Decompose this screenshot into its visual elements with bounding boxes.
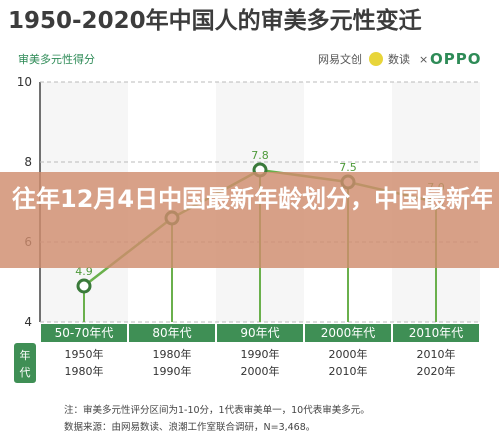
year-range-labels: 1950年 1980年 1980年 1990年 1990年 2000年 2000年 2010年…	[65, 347, 456, 378]
data-label: 7.8	[251, 149, 269, 162]
y-axis-label: 审美多元性得分	[18, 52, 95, 66]
chart-title: 1950-2020年中国人的审美多元性变迁	[8, 7, 422, 34]
year-range-end: 2010年	[329, 364, 368, 378]
category-cell	[393, 324, 479, 342]
overlay-banner: 往年12月4日中国最新年龄划分，中国最新年龄划分下的自	[0, 172, 499, 268]
year-axis-tag-char-2: 代	[20, 366, 31, 379]
year-range-start: 2000年	[329, 347, 368, 361]
category-label: 90年代	[240, 326, 279, 340]
year-range-start: 2010年	[417, 347, 456, 361]
note-source: 数据来源：由网易数读、浪潮工作室联合调研，N=3,468。	[64, 421, 315, 433]
year-range-start: 1950年	[65, 347, 104, 361]
logo-group: 网易文创 数读 × OPPO	[318, 50, 482, 68]
category-label: 80年代	[152, 326, 191, 340]
overlay-headline: 往年12月4日中国最新年龄划分，中国最新年龄划分下的自	[12, 185, 492, 213]
logo-shudu: 数读	[388, 52, 410, 66]
logo-separator: ×	[419, 53, 428, 66]
category-label: 2000年代	[321, 326, 376, 340]
logo-badge-icon	[369, 52, 383, 66]
category-cell	[305, 324, 391, 342]
y-tick-label: 10	[17, 75, 32, 89]
logo-wangyi: 网易文创	[318, 52, 362, 66]
logo-oppo: OPPO	[430, 50, 482, 68]
category-cell	[41, 324, 127, 342]
year-range-end: 2020年	[417, 364, 456, 378]
category-label: 2010年代	[409, 326, 464, 340]
year-range-end: 2000年	[241, 364, 280, 378]
data-label: 4.9	[75, 265, 93, 278]
data-point	[76, 278, 92, 294]
year-range-start: 1980年	[153, 347, 192, 361]
year-range-start: 1990年	[241, 347, 280, 361]
note-scale: 注：审美多元性评分区间为1-10分，1代表审美单一，10代表审美多元。	[64, 404, 370, 416]
year-range-end: 1990年	[153, 364, 192, 378]
y-tick-label: 8	[24, 155, 32, 169]
category-band: 50-70年代 80年代 90年代 2000年代 2010年代	[41, 324, 479, 342]
category-cell	[129, 324, 215, 342]
year-range-end: 1980年	[65, 364, 104, 378]
y-tick-label: 4	[24, 315, 32, 329]
year-axis-tag	[14, 343, 36, 383]
category-cell	[217, 324, 303, 342]
data-label: 7.5	[339, 161, 357, 174]
category-label: 50-70年代	[55, 326, 114, 340]
year-axis-tag-char-1: 年	[20, 348, 31, 362]
